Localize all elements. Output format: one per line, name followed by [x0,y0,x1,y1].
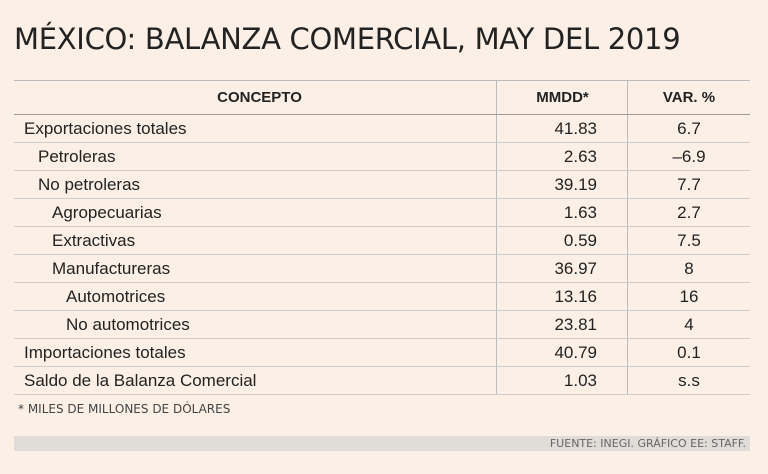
cell: 1.63 [496,198,628,227]
cell: 6.7 [627,114,750,143]
cell: No petroleras [14,170,497,199]
cell: 16 [627,282,750,311]
row: No petroleras 39.19 7.7 [14,170,750,199]
cell: No automotrices [14,310,497,339]
cell: 40.79 [496,338,628,367]
cell: 2.63 [496,142,628,171]
column-header: MMDD* [496,80,628,115]
row: Manufactureras 36.97 8 [14,254,750,283]
row: Saldo de la Balanza Comercial 1.03 s.s [14,366,750,395]
cell: Exportaciones totales [14,114,497,143]
row: Agropecuarias 1.63 2.7 [14,198,750,227]
cell: 8 [627,254,750,283]
cell: 23.81 [496,310,628,339]
cell: –6.9 [627,142,750,171]
cell: Automotrices [14,282,497,311]
row: No automotrices 23.81 4 [14,310,750,339]
cell: Saldo de la Balanza Comercial [14,366,497,395]
cell: Agropecuarias [14,198,497,227]
column-header: VAR. % [627,80,750,115]
cell: 41.83 [496,114,628,143]
footnote: * MILES DE MILLONES DE DÓLARES [18,402,231,416]
cell: 0.1 [627,338,750,367]
column-header: CONCEPTO [14,80,497,115]
source-bar: FUENTE: INEGI. GRÁFICO EE: STAFF. [14,436,750,451]
cell: 39.19 [496,170,628,199]
data-table: CONCEPTO MMDD* VAR. % Exportaciones tota… [14,80,750,395]
row: Petroleras 2.63 –6.9 [14,142,750,171]
cell: 0.59 [496,226,628,255]
cell: Extractivas [14,226,497,255]
row: Extractivas 0.59 7.5 [14,226,750,255]
row: Exportaciones totales 41.83 6.7 [14,114,750,143]
source: FUENTE: INEGI. GRÁFICO EE: STAFF. [549,437,746,450]
row: Importaciones totales 40.79 0.1 [14,338,750,367]
cell: 4 [627,310,750,339]
cell: 7.5 [627,226,750,255]
cell: Importaciones totales [14,338,497,367]
row: Automotrices 13.16 16 [14,282,750,311]
cell: 7.7 [627,170,750,199]
cell: 13.16 [496,282,628,311]
cell: s.s [627,366,750,395]
cell: Manufactureras [14,254,497,283]
cell: 36.97 [496,254,628,283]
title: MÉXICO: BALANZA COMERCIAL, MAY DEL 2019 [14,22,681,56]
cell: 2.7 [627,198,750,227]
cell: 1.03 [496,366,628,395]
cell: Petroleras [14,142,497,171]
